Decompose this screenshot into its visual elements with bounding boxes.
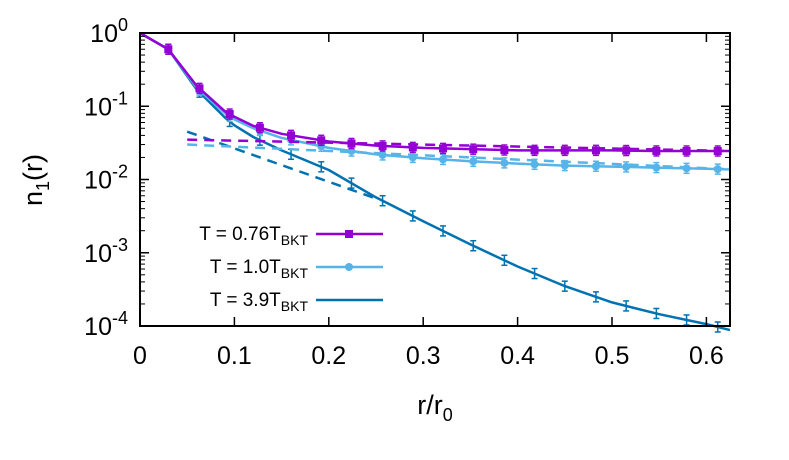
y-tick-label: 100 [90,15,128,48]
data-point-0 [225,110,234,119]
series-line-0 [139,31,730,153]
x-tick-label: 0.3 [406,342,441,370]
y-tick-label: 10-3 [84,235,128,268]
data-point-0 [287,131,296,140]
y-axis-title-post: (r) [18,154,48,181]
legend-label-0-sub: BKT [281,232,309,248]
legend-label-0: T = 0.76TBKT [199,224,308,248]
fit-line-0 [187,138,731,153]
y-tick-label: 10-4 [84,308,128,341]
legend-entry-1: T = 1.0TBKT [210,257,383,281]
data-point-1 [469,157,478,166]
data-point-0 [560,146,569,155]
data-point-0 [530,146,539,155]
data-point-1 [378,150,387,159]
data-point-0 [347,139,356,148]
data-point-0 [317,136,326,145]
data-point-0 [682,146,691,155]
data-point-0 [195,84,204,93]
data-point-0 [469,145,478,154]
data-point-0 [439,144,448,153]
data-point-0 [378,141,387,150]
series-layer [139,31,731,333]
fit-line-1 [187,143,731,171]
data-point-0 [408,143,417,152]
data-point-1 [530,160,539,169]
plot-frame [139,32,731,327]
data-point-1 [622,162,631,171]
legend-entry-2: T = 3.9TBKT [210,290,383,314]
x-axis-title-main: r/r [417,390,442,420]
legend-marker-0 [345,230,353,238]
x-axis-title-sub: 0 [443,405,453,425]
data-point-1 [317,142,326,151]
data-point-0 [591,146,600,155]
legend-label-1-sub: BKT [281,265,309,281]
legend-label-0-main: T = 0.76T [199,224,281,245]
y-tick-label: 10-2 [84,162,128,195]
legend-label-2-main: T = 3.9T [210,290,281,311]
y-axis-title: n1(r) [18,154,53,206]
x-tick-label: 0.1 [217,342,252,370]
legend: T = 0.76TBKT T = 1.0TBKT T = 3.9TBKT [199,224,383,314]
data-point-0 [164,45,173,54]
data-point-0 [713,146,722,155]
x-tick-label: 0 [133,342,147,370]
x-tick-label: 0.5 [595,342,630,370]
y-axis-title-main: n [18,191,48,206]
series-line-2 [139,31,731,332]
x-tick-label: 0.2 [311,342,346,370]
data-point-0 [255,123,264,132]
data-point-0 [622,146,631,155]
data-point-1 [408,153,417,162]
x-tick-label: 0.4 [500,342,535,370]
legend-entry-0: T = 0.76TBKT [199,224,383,248]
y-tick-label: 10-1 [84,88,128,121]
legend-label-2-sub: BKT [281,298,309,314]
x-tick-label: 0.6 [689,342,724,370]
data-point-0 [500,146,509,155]
data-point-0 [652,146,661,155]
legend-label-2: T = 3.9TBKT [210,290,309,314]
data-point-1 [682,164,691,173]
legend-label-1-main: T = 1.0T [210,257,281,278]
data-point-1 [560,161,569,170]
legend-label-1: T = 1.0TBKT [210,257,309,281]
legend-marker-1 [345,263,353,271]
x-axis-title: r/r0 [417,390,453,425]
data-point-1 [439,155,448,164]
data-point-1 [713,165,722,174]
data-point-1 [500,158,509,167]
y-axis-title-sub: 1 [33,181,53,191]
data-point-1 [652,163,661,172]
data-point-1 [591,162,600,171]
